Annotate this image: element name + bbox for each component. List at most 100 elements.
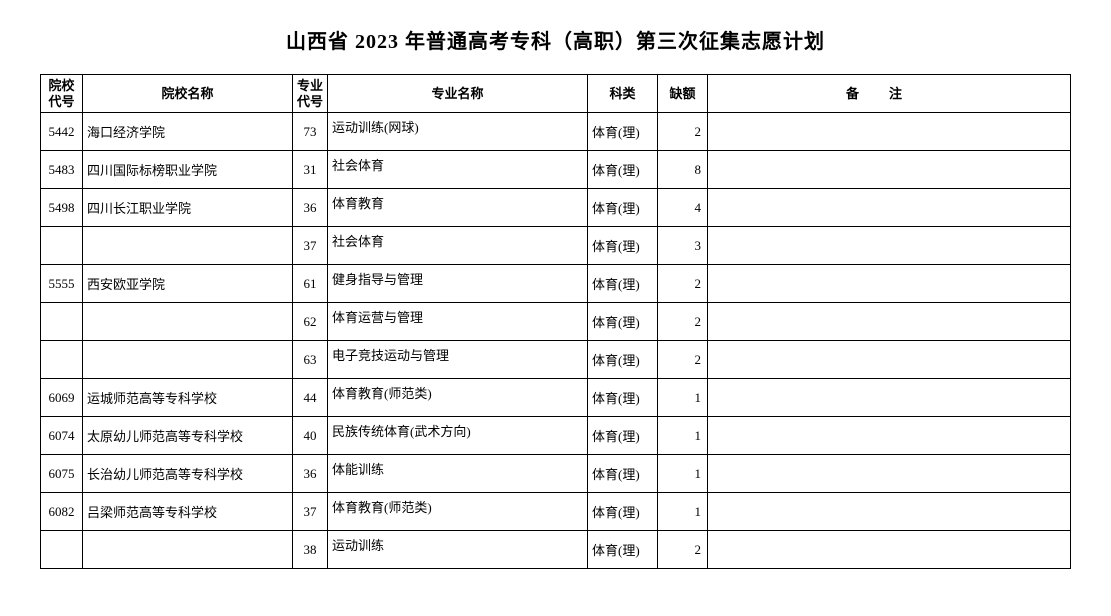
page-title: 山西省 2023 年普通高考专科（高职）第三次征集志愿计划 [40, 25, 1071, 54]
cell-school-name [83, 341, 293, 379]
cell-major-name: 健身指导与管理 [328, 265, 588, 303]
cell-school-code [41, 303, 83, 341]
cell-vacancy: 2 [658, 341, 708, 379]
table-row: 5442海口经济学院73运动训练(网球)体育(理)2 [41, 113, 1071, 151]
cell-remark [708, 417, 1071, 455]
cell-major-code: 44 [293, 379, 328, 417]
cell-major-name: 体育运营与管理 [328, 303, 588, 341]
cell-school-name: 四川国际标榜职业学院 [83, 151, 293, 189]
cell-school-name: 西安欧亚学院 [83, 265, 293, 303]
cell-major-code: 31 [293, 151, 328, 189]
cell-major-name: 运动训练(网球) [328, 113, 588, 151]
cell-category: 体育(理) [588, 265, 658, 303]
cell-school-name [83, 531, 293, 569]
cell-school-name [83, 303, 293, 341]
cell-category: 体育(理) [588, 455, 658, 493]
cell-vacancy: 1 [658, 455, 708, 493]
cell-vacancy: 2 [658, 113, 708, 151]
cell-major-name: 运动训练 [328, 531, 588, 569]
table-row: 38运动训练体育(理)2 [41, 531, 1071, 569]
table-row: 6082吕梁师范高等专科学校37体育教育(师范类)体育(理)1 [41, 493, 1071, 531]
cell-category: 体育(理) [588, 417, 658, 455]
cell-major-code: 40 [293, 417, 328, 455]
table-row: 6069运城师范高等专科学校44体育教育(师范类)体育(理)1 [41, 379, 1071, 417]
table-row: 6074太原幼儿师范高等专科学校40民族传统体育(武术方向)体育(理)1 [41, 417, 1071, 455]
cell-vacancy: 1 [658, 493, 708, 531]
header-school-code: 院校代号 [41, 75, 83, 113]
cell-remark [708, 341, 1071, 379]
cell-school-code: 5483 [41, 151, 83, 189]
cell-school-name: 海口经济学院 [83, 113, 293, 151]
cell-major-code: 61 [293, 265, 328, 303]
cell-major-code: 36 [293, 189, 328, 227]
cell-category: 体育(理) [588, 531, 658, 569]
cell-major-code: 36 [293, 455, 328, 493]
cell-vacancy: 1 [658, 417, 708, 455]
cell-school-name: 太原幼儿师范高等专科学校 [83, 417, 293, 455]
cell-vacancy: 8 [658, 151, 708, 189]
cell-school-code [41, 531, 83, 569]
cell-category: 体育(理) [588, 303, 658, 341]
cell-school-name: 吕梁师范高等专科学校 [83, 493, 293, 531]
cell-major-code: 73 [293, 113, 328, 151]
cell-vacancy: 2 [658, 303, 708, 341]
table-row: 63电子竞技运动与管理体育(理)2 [41, 341, 1071, 379]
cell-school-code: 6082 [41, 493, 83, 531]
cell-category: 体育(理) [588, 151, 658, 189]
cell-major-code: 63 [293, 341, 328, 379]
cell-vacancy: 1 [658, 379, 708, 417]
cell-school-code: 6075 [41, 455, 83, 493]
cell-major-name: 民族传统体育(武术方向) [328, 417, 588, 455]
table-row: 62体育运营与管理体育(理)2 [41, 303, 1071, 341]
cell-major-code: 37 [293, 493, 328, 531]
cell-remark [708, 189, 1071, 227]
cell-major-name: 体育教育 [328, 189, 588, 227]
cell-vacancy: 2 [658, 265, 708, 303]
cell-category: 体育(理) [588, 493, 658, 531]
table-row: 5498四川长江职业学院36体育教育体育(理)4 [41, 189, 1071, 227]
cell-remark [708, 265, 1071, 303]
cell-vacancy: 4 [658, 189, 708, 227]
table-header-row: 院校代号 院校名称 专业代号 专业名称 科类 缺额 备注 [41, 75, 1071, 113]
header-category: 科类 [588, 75, 658, 113]
cell-category: 体育(理) [588, 113, 658, 151]
table-row: 5555西安欧亚学院61健身指导与管理体育(理)2 [41, 265, 1071, 303]
cell-remark [708, 379, 1071, 417]
table-row: 5483四川国际标榜职业学院31社会体育体育(理)8 [41, 151, 1071, 189]
cell-school-code: 6069 [41, 379, 83, 417]
cell-major-name: 体育教育(师范类) [328, 493, 588, 531]
table-row: 37社会体育体育(理)3 [41, 227, 1071, 265]
cell-major-name: 体育教育(师范类) [328, 379, 588, 417]
cell-school-name: 四川长江职业学院 [83, 189, 293, 227]
cell-vacancy: 3 [658, 227, 708, 265]
cell-category: 体育(理) [588, 341, 658, 379]
header-school-name: 院校名称 [83, 75, 293, 113]
cell-major-name: 社会体育 [328, 227, 588, 265]
cell-major-code: 62 [293, 303, 328, 341]
cell-major-code: 37 [293, 227, 328, 265]
cell-school-code: 6074 [41, 417, 83, 455]
cell-remark [708, 227, 1071, 265]
cell-category: 体育(理) [588, 379, 658, 417]
header-major-code: 专业代号 [293, 75, 328, 113]
cell-remark [708, 303, 1071, 341]
cell-school-code: 5498 [41, 189, 83, 227]
header-remark: 备注 [708, 75, 1071, 113]
header-major-name: 专业名称 [328, 75, 588, 113]
cell-major-code: 38 [293, 531, 328, 569]
cell-school-code: 5555 [41, 265, 83, 303]
table-row: 6075长治幼儿师范高等专科学校36体能训练体育(理)1 [41, 455, 1071, 493]
cell-remark [708, 493, 1071, 531]
cell-school-name [83, 227, 293, 265]
header-vacancy: 缺额 [658, 75, 708, 113]
cell-remark [708, 531, 1071, 569]
cell-school-code: 5442 [41, 113, 83, 151]
cell-major-name: 电子竞技运动与管理 [328, 341, 588, 379]
cell-remark [708, 113, 1071, 151]
cell-category: 体育(理) [588, 189, 658, 227]
cell-school-code [41, 341, 83, 379]
cell-school-code [41, 227, 83, 265]
cell-major-name: 体能训练 [328, 455, 588, 493]
cell-remark [708, 151, 1071, 189]
cell-school-name: 长治幼儿师范高等专科学校 [83, 455, 293, 493]
